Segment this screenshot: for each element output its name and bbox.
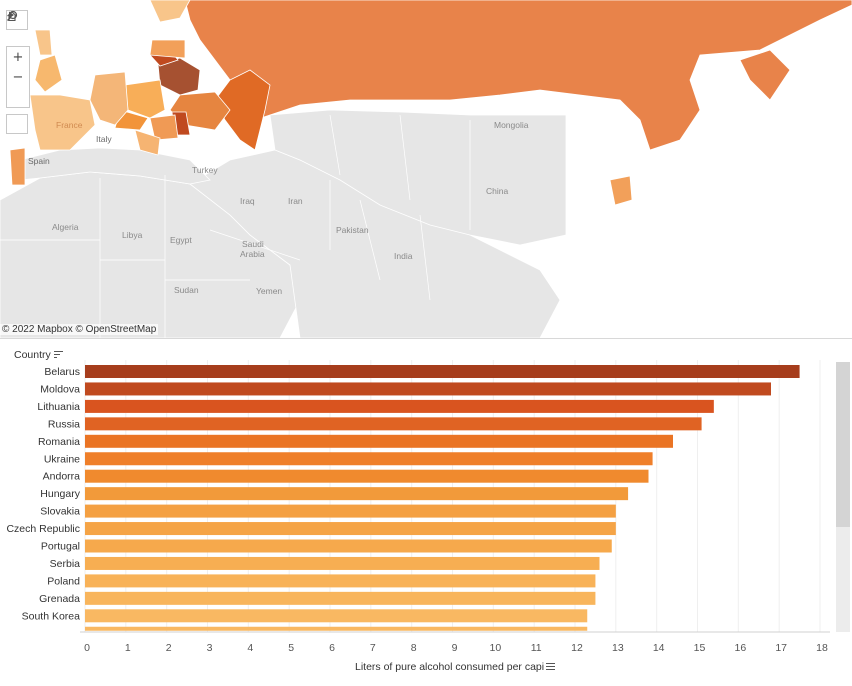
bar-south-korea[interactable]: [85, 609, 588, 623]
category-label[interactable]: Slovakia: [40, 506, 80, 518]
bar-chart: Belarus Moldova Lithuania Russia Romania Ukra…: [0, 360, 835, 660]
bar-belarus[interactable]: [85, 365, 800, 378]
choropleth-map[interactable]: Mongolia China Turkey Iraq Iran Algeria …: [0, 0, 852, 338]
category-label[interactable]: Serbia: [50, 558, 81, 570]
data-countries[interactable]: [9, 0, 852, 206]
bar-ukraine[interactable]: [85, 452, 653, 466]
x-tick-label: 18: [816, 642, 828, 654]
x-tick-label: 3: [207, 642, 213, 654]
category-label[interactable]: Belarus: [44, 366, 80, 378]
category-label[interactable]: Andorra: [43, 471, 81, 483]
category-label[interactable]: South Korea: [22, 610, 81, 622]
play-button[interactable]: [6, 11, 28, 134]
x-tick-label: 11: [531, 642, 542, 654]
map-label-pakistan: Pakistan: [336, 225, 369, 235]
map-toolbar: + −: [6, 10, 30, 134]
category-label[interactable]: Russia: [48, 418, 80, 430]
axis-background: [0, 632, 835, 660]
category-label[interactable]: Moldova: [40, 383, 80, 395]
map-attribution[interactable]: © 2022 Mapbox © OpenStreetMap: [0, 324, 159, 335]
bar-serbia[interactable]: [85, 556, 600, 570]
map-label-iran: Iran: [288, 196, 303, 206]
map-label-turkey: Turkey: [192, 165, 218, 175]
x-tick-label: 15: [694, 642, 706, 654]
zoom-controls: + −: [6, 11, 30, 108]
x-tick-label: 13: [612, 642, 624, 654]
country-header-label: Country: [14, 349, 51, 361]
bar-lithuania[interactable]: [85, 399, 714, 413]
x-tick-label: 6: [329, 642, 335, 654]
map-label-mongolia: Mongolia: [494, 120, 529, 130]
sort-icon[interactable]: [53, 351, 63, 359]
x-tick-label: 16: [734, 642, 746, 654]
category-label[interactable]: Czech Republic: [6, 523, 80, 535]
map-label-italy: Italy: [96, 134, 112, 144]
play-icon: [9, 11, 14, 19]
scrollbar-thumb[interactable]: [836, 362, 850, 527]
x-tick-label: 7: [370, 642, 376, 654]
border-lines: [0, 114, 471, 338]
home-button[interactable]: [7, 11, 29, 107]
x-tick-label: 12: [571, 642, 583, 654]
category-label[interactable]: Hungary: [40, 488, 80, 500]
map-label-yemen: Yemen: [256, 286, 283, 296]
category-label[interactable]: Lithuania: [37, 401, 80, 413]
map-label-arabia: Arabia: [240, 249, 265, 259]
bar-andorra[interactable]: [85, 469, 649, 483]
map-label-saudi: Saudi: [242, 239, 264, 249]
x-sort-icon[interactable]: [546, 663, 556, 671]
map-canvas[interactable]: [0, 0, 852, 338]
bar-moldova[interactable]: [85, 382, 771, 396]
map-label-france: France: [56, 120, 83, 130]
x-tick-label: 8: [411, 642, 417, 654]
category-label[interactable]: Portugal: [41, 541, 80, 553]
map-label-sudan: Sudan: [174, 285, 199, 295]
bar-partial[interactable]: [85, 626, 588, 631]
category-label[interactable]: Grenada: [39, 593, 80, 605]
map-label-iraq: Iraq: [240, 196, 255, 206]
x-tick-label: 1: [125, 642, 131, 654]
bar-grenada[interactable]: [85, 591, 596, 605]
map-label-libya: Libya: [122, 230, 143, 240]
x-tick-label: 14: [653, 642, 665, 654]
bar-poland[interactable]: [85, 574, 596, 588]
category-label[interactable]: Poland: [47, 575, 80, 587]
x-tick-label: 2: [166, 642, 172, 654]
x-tick-label: 0: [84, 642, 90, 654]
base-land: [0, 109, 567, 338]
bar-russia[interactable]: [85, 417, 702, 431]
x-tick-label: 4: [247, 642, 253, 654]
category-label[interactable]: Ukraine: [44, 453, 80, 465]
bar-hungary[interactable]: [85, 487, 629, 501]
x-axis-title-text: Liters of pure alcohol consumed per capi: [355, 661, 545, 673]
bar-czech-republic[interactable]: [85, 522, 616, 536]
zoom-in-button[interactable]: +: [7, 47, 29, 67]
x-tick-label: 9: [452, 642, 458, 654]
x-tick-label: 10: [489, 642, 501, 654]
bar-slovakia[interactable]: [85, 504, 616, 518]
map-label-india: India: [394, 251, 413, 261]
category-label[interactable]: Romania: [38, 436, 80, 448]
bar-romania[interactable]: [85, 434, 673, 448]
divider: [0, 338, 852, 339]
zoom-out-button[interactable]: −: [7, 67, 29, 87]
map-label-spain: Spain: [28, 156, 50, 166]
x-tick-label: 5: [288, 642, 294, 654]
x-tick-label: 17: [775, 642, 787, 654]
map-label-china: China: [486, 186, 509, 196]
map-label-algeria: Algeria: [52, 222, 79, 232]
map-label-egypt: Egypt: [170, 235, 192, 245]
bar-portugal[interactable]: [85, 539, 612, 553]
x-axis-title: Liters of pure alcohol consumed per capi: [355, 661, 556, 673]
chart-header[interactable]: Country: [14, 349, 63, 361]
